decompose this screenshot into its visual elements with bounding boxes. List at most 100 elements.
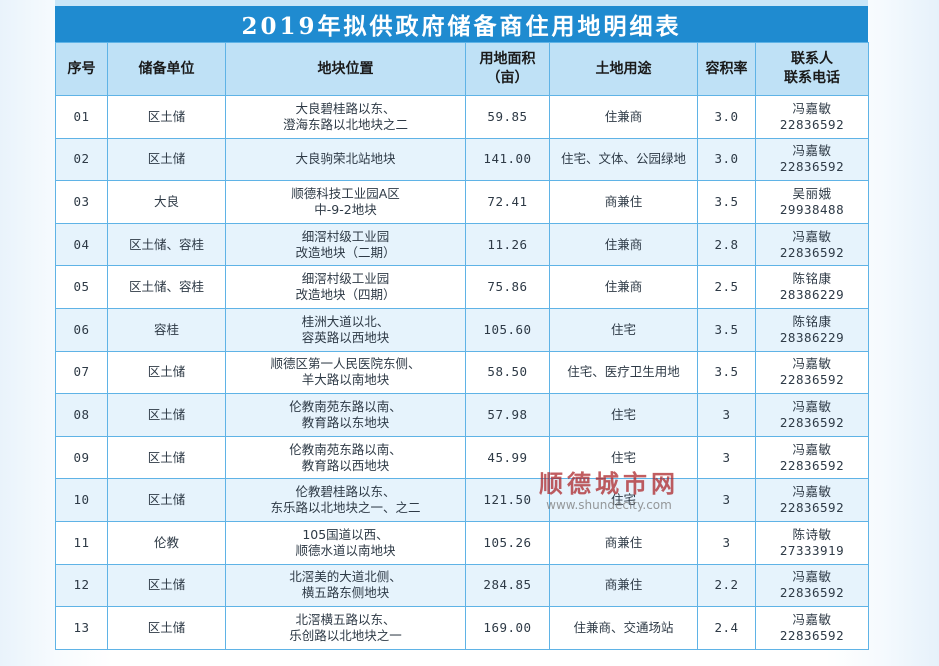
- cell-location-line1: 伦教碧桂路以东、: [295, 484, 396, 500]
- cell-location-line2: 中-9-2地块: [314, 201, 377, 217]
- cell-far: 3: [697, 393, 756, 437]
- cell-location-line1: 细滘村级工业园: [301, 271, 390, 287]
- cell-usage: 住宅: [549, 393, 698, 437]
- cell-location-line1: 大良碧桂路以东、: [295, 100, 396, 116]
- cell-far: 2.2: [697, 563, 756, 608]
- table-row: 06 容桂 桂洲大道以北、 容英路以西地块 105.60 住宅 3.5 陈铭康 28386229: [55, 307, 869, 352]
- cell-contact-line1: 陈铭康: [792, 313, 832, 329]
- cell-area: 284.85: [465, 563, 550, 608]
- cell-contact-line2: 22836592: [779, 414, 845, 430]
- cell-area: 105.26: [465, 520, 550, 565]
- cell-location-line2: 乐创路以北地块之一: [289, 627, 402, 643]
- cell-contact: 冯嘉敏 22836592: [755, 435, 869, 480]
- cell-seq: 03: [55, 180, 108, 224]
- cell-contact-line2: 22836592: [779, 159, 845, 175]
- cell-contact-line1: 冯嘉敏: [792, 143, 832, 159]
- cell-location: 细滘村级工业园 改造地块（二期）: [225, 222, 466, 267]
- cell-contact-line1: 冯嘉敏: [792, 484, 832, 500]
- cell-usage: 住宅: [549, 435, 698, 480]
- table-row: 01 区土储 大良碧桂路以东、 澄海东路以北地块之二 59.85 住兼商 3.0 冯嘉敏 228…: [55, 95, 869, 139]
- cell-usage: 住宅、医疗卫生用地: [549, 350, 698, 395]
- cell-contact-line2: 28386229: [779, 287, 845, 303]
- cell-location-line1: 细滘村级工业园: [301, 228, 390, 244]
- cell-location: 伦教南苑东路以南、 教育路以东地块: [225, 393, 466, 437]
- cell-location: 伦教南苑东路以南、 教育路以西地块: [225, 435, 466, 480]
- cell-unit: 区土储: [107, 95, 226, 139]
- cell-unit: 区土储: [107, 478, 226, 522]
- cell-location-line2: 改造地块（二期）: [295, 244, 396, 260]
- header-area-line2: （亩）: [486, 70, 529, 86]
- cell-seq: 11: [55, 520, 108, 565]
- cell-location-line1: 105国道以西、: [302, 526, 389, 542]
- cell-contact: 陈铭康 28386229: [755, 307, 869, 352]
- header-location: 地块位置: [225, 42, 466, 96]
- cell-location: 桂洲大道以北、 容英路以西地块: [225, 307, 466, 352]
- table-row: 03 大良 顺德科技工业园A区 中-9-2地块 72.41 商兼住 3.5 吴丽娥 299384…: [55, 180, 869, 224]
- cell-far: 3.5: [697, 350, 756, 395]
- cell-location-line1: 伦教南苑东路以南、: [289, 398, 402, 414]
- cell-location-line2: 教育路以西地块: [301, 457, 390, 473]
- cell-contact-line2: 22836592: [779, 627, 845, 643]
- cell-contact-line1: 陈铭康: [792, 271, 832, 287]
- cell-seq: 05: [55, 265, 108, 309]
- cell-seq: 09: [55, 435, 108, 480]
- cell-contact-line2: 22836592: [779, 457, 845, 473]
- header-contact-line1: 联系人: [791, 51, 833, 67]
- cell-contact: 陈诗敏 27333919: [755, 520, 869, 565]
- cell-far: 3.5: [697, 180, 756, 224]
- cell-usage: 商兼住: [549, 520, 698, 565]
- cell-contact-line1: 冯嘉敏: [792, 356, 832, 372]
- cell-seq: 06: [55, 307, 108, 352]
- cell-area: 121.50: [465, 478, 550, 522]
- cell-contact: 陈铭康 28386229: [755, 265, 869, 309]
- cell-usage: 住兼商: [549, 265, 698, 309]
- cell-seq: 02: [55, 137, 108, 182]
- cell-unit: 区土储: [107, 435, 226, 480]
- header-contact-line2: 联系电话: [784, 70, 840, 86]
- table-row: 02 区土储 大良驹荣北站地块 141.00 住宅、文体、公园绿地 3.0 冯嘉敏 22836…: [55, 137, 869, 182]
- cell-contact-line2: 22836592: [779, 244, 845, 260]
- cell-seq: 13: [55, 606, 108, 650]
- cell-contact-line1: 吴丽娥: [792, 185, 832, 201]
- cell-location: 细滘村级工业园 改造地块（四期）: [225, 265, 466, 309]
- cell-far: 3: [697, 520, 756, 565]
- cell-far: 3.0: [697, 137, 756, 182]
- cell-usage: 住兼商、交通场站: [549, 606, 698, 650]
- cell-contact: 冯嘉敏 22836592: [755, 137, 869, 182]
- cell-area: 72.41: [465, 180, 550, 224]
- table-row: 11 伦教 105国道以西、 顺德水道以南地块 105.26 商兼住 3 陈诗敏 2733391…: [55, 520, 869, 565]
- table-row: 12 区土储 北滘美的大道北侧、 横五路东侧地块 284.85 商兼住 2.2 冯嘉敏 2283…: [55, 563, 869, 608]
- cell-location-line2: 东乐路以北地块之一、之二: [270, 500, 421, 516]
- cell-location-line2: 教育路以东地块: [301, 414, 390, 430]
- cell-contact: 冯嘉敏 22836592: [755, 350, 869, 395]
- cell-area: 11.26: [465, 222, 550, 267]
- table-body: 01 区土储 大良碧桂路以东、 澄海东路以北地块之二 59.85 住兼商 3.0 冯嘉敏 228…: [55, 95, 869, 650]
- cell-contact-line1: 冯嘉敏: [792, 611, 832, 627]
- land-table-sheet: 2019年拟供政府储备商住用地明细表 序号 储备单位 地块位置 用地面积 （亩）…: [55, 0, 869, 650]
- cell-area: 105.60: [465, 307, 550, 352]
- cell-location: 伦教碧桂路以东、 东乐路以北地块之一、之二: [225, 478, 466, 522]
- cell-seq: 04: [55, 222, 108, 267]
- header-area-line1: 用地面积: [479, 51, 536, 67]
- table-row: 04 区土储、容桂 细滘村级工业园 改造地块（二期） 11.26 住兼商 2.8 冯嘉敏 228…: [55, 222, 869, 267]
- cell-unit: 大良: [107, 180, 226, 224]
- cell-usage: 住宅、文体、公园绿地: [549, 137, 698, 182]
- cell-usage: 住兼商: [549, 222, 698, 267]
- cell-contact-line1: 冯嘉敏: [792, 228, 832, 244]
- cell-far: 3: [697, 478, 756, 522]
- cell-location-line2: 容英路以西地块: [301, 329, 390, 345]
- cell-far: 2.5: [697, 265, 756, 309]
- cell-contact: 冯嘉敏 22836592: [755, 606, 869, 650]
- cell-location: 大良碧桂路以东、 澄海东路以北地块之二: [225, 95, 466, 139]
- cell-contact-line1: 冯嘉敏: [792, 398, 832, 414]
- header-unit: 储备单位: [107, 42, 226, 96]
- cell-contact-line2: 22836592: [779, 372, 845, 388]
- cell-location: 北滘美的大道北侧、 横五路东侧地块: [225, 563, 466, 608]
- cell-usage: 住兼商: [549, 95, 698, 139]
- cell-area: 169.00: [465, 606, 550, 650]
- cell-location-line1: 顺德区第一人民医院东侧、: [270, 356, 421, 372]
- cell-contact: 冯嘉敏 22836592: [755, 393, 869, 437]
- cell-far: 2.8: [697, 222, 756, 267]
- cell-unit: 伦教: [107, 520, 226, 565]
- cell-contact-line1: 冯嘉敏: [792, 100, 832, 116]
